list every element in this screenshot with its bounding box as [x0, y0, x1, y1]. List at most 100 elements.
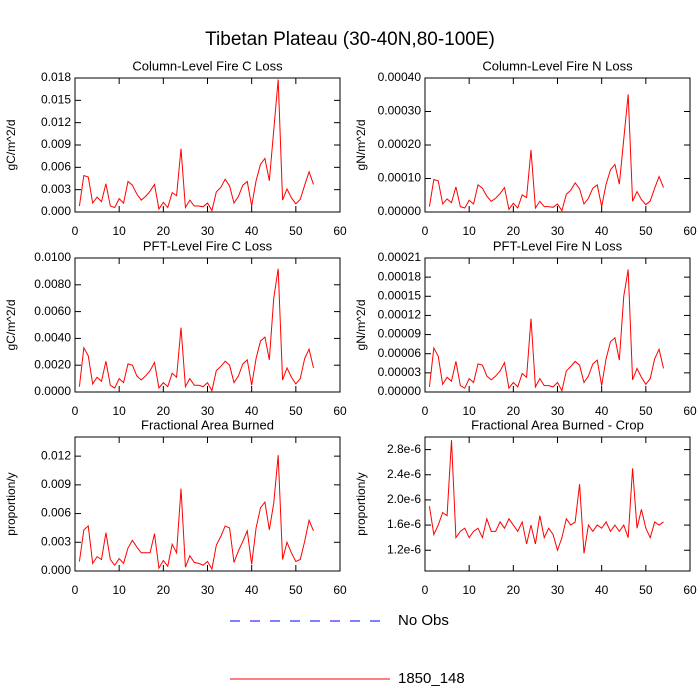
y-axis-label: proportion/y — [354, 472, 368, 535]
x-tick-label: 30 — [201, 224, 215, 238]
panel-title: PFT-Level Fire N Loss — [493, 238, 623, 253]
y-tick-label: 0.000 — [41, 204, 71, 218]
x-tick-label: 20 — [157, 583, 171, 597]
y-tick-label: 0.00003 — [378, 365, 422, 379]
x-tick-label: 60 — [683, 583, 697, 597]
x-tick-label: 60 — [333, 404, 347, 418]
y-tick-label: 0.00015 — [378, 288, 422, 302]
y-tick-label: 0.0080 — [34, 277, 71, 291]
y-tick-label: 0.012 — [41, 448, 71, 462]
x-tick-label: 60 — [333, 583, 347, 597]
plot-frame — [424, 436, 691, 572]
legend-label: No Obs — [398, 612, 449, 629]
x-tick-label: 10 — [112, 583, 126, 597]
y-tick-label: 0.00020 — [378, 137, 422, 151]
x-tick-label: 20 — [507, 583, 521, 597]
y-tick-label: 0.003 — [41, 534, 71, 548]
y-tick-label: 0.0000 — [34, 384, 71, 398]
y-tick-label: 0.0100 — [34, 250, 71, 264]
y-tick-label: 0.00009 — [378, 327, 422, 341]
y-tick-label: 0.003 — [41, 182, 71, 196]
y-axis-label: gC/m^2/d — [4, 300, 18, 351]
x-tick-label: 50 — [289, 404, 303, 418]
y-tick-label: 0.00040 — [378, 70, 422, 84]
y-tick-label: 0.012 — [41, 115, 71, 129]
x-tick-label: 30 — [551, 583, 565, 597]
x-tick-label: 0 — [422, 583, 429, 597]
data-line — [428, 94, 664, 212]
x-tick-label: 50 — [289, 224, 303, 238]
data-line — [428, 440, 664, 554]
y-tick-label: 0.0060 — [34, 304, 71, 318]
x-tick-label: 10 — [112, 404, 126, 418]
y-axis-label: gC/m^2/d — [4, 120, 18, 171]
x-tick-label: 30 — [551, 404, 565, 418]
x-tick-label: 60 — [683, 404, 697, 418]
data-line — [428, 269, 664, 393]
panel-title: Column-Level Fire C Loss — [132, 58, 283, 73]
x-tick-label: 40 — [245, 583, 259, 597]
y-tick-label: 0.00018 — [378, 269, 422, 283]
x-tick-label: 20 — [157, 404, 171, 418]
y-tick-label: 0.00010 — [378, 171, 422, 185]
plot-frame — [74, 257, 341, 393]
x-tick-label: 0 — [422, 224, 429, 238]
panel-title: Column-Level Fire N Loss — [482, 58, 633, 73]
panel-title: Fractional Area Burned — [141, 417, 274, 432]
x-tick-label: 10 — [462, 224, 476, 238]
y-tick-label: 0.00000 — [378, 384, 422, 398]
y-axis-label: gN/m^2/d — [354, 300, 368, 351]
y-axis-label: gN/m^2/d — [354, 120, 368, 171]
y-tick-label: 0.00012 — [378, 308, 422, 322]
x-tick-label: 10 — [112, 224, 126, 238]
y-tick-label: 0.006 — [41, 506, 71, 520]
y-tick-label: 0.006 — [41, 160, 71, 174]
panel-title: PFT-Level Fire C Loss — [143, 238, 273, 253]
legend-label: 1850_148 — [398, 670, 465, 687]
plot-frame — [74, 77, 341, 213]
x-tick-label: 50 — [639, 583, 653, 597]
x-tick-label: 0 — [422, 404, 429, 418]
y-tick-label: 0.00006 — [378, 346, 422, 360]
data-line — [78, 455, 314, 571]
x-tick-label: 10 — [462, 583, 476, 597]
x-tick-label: 50 — [289, 583, 303, 597]
y-tick-label: 0.00021 — [378, 250, 422, 264]
x-tick-label: 50 — [639, 224, 653, 238]
x-tick-label: 40 — [595, 404, 609, 418]
y-tick-label: 0.018 — [41, 70, 71, 84]
x-tick-label: 0 — [72, 583, 79, 597]
y-tick-label: 2.8e-6 — [387, 442, 421, 456]
figure-title: Tibetan Plateau (30-40N,80-100E) — [205, 29, 495, 50]
x-tick-label: 0 — [72, 224, 79, 238]
x-tick-label: 30 — [201, 583, 215, 597]
plot-frame — [74, 436, 341, 572]
data-line — [78, 268, 314, 393]
plot-frame — [424, 257, 691, 393]
x-tick-label: 40 — [595, 224, 609, 238]
y-tick-label: 0.015 — [41, 93, 71, 107]
x-tick-label: 60 — [683, 224, 697, 238]
x-tick-label: 10 — [462, 404, 476, 418]
x-tick-label: 20 — [507, 404, 521, 418]
panel-title: Fractional Area Burned - Crop — [471, 417, 644, 432]
y-tick-label: 1.2e-6 — [387, 542, 421, 556]
y-tick-label: 0.00030 — [378, 104, 422, 118]
x-tick-label: 60 — [333, 224, 347, 238]
x-tick-label: 20 — [507, 224, 521, 238]
y-tick-label: 0.00000 — [378, 204, 422, 218]
data-line — [78, 79, 314, 212]
x-tick-label: 20 — [157, 224, 171, 238]
x-tick-label: 40 — [245, 224, 259, 238]
x-tick-label: 40 — [595, 583, 609, 597]
y-tick-label: 1.6e-6 — [387, 517, 421, 531]
y-tick-label: 0.000 — [41, 563, 71, 577]
plot-frame — [424, 77, 691, 213]
y-tick-label: 0.009 — [41, 137, 71, 151]
x-tick-label: 30 — [201, 404, 215, 418]
y-tick-label: 2.0e-6 — [387, 492, 421, 506]
y-tick-label: 0.009 — [41, 477, 71, 491]
x-tick-label: 40 — [245, 404, 259, 418]
x-tick-label: 50 — [639, 404, 653, 418]
